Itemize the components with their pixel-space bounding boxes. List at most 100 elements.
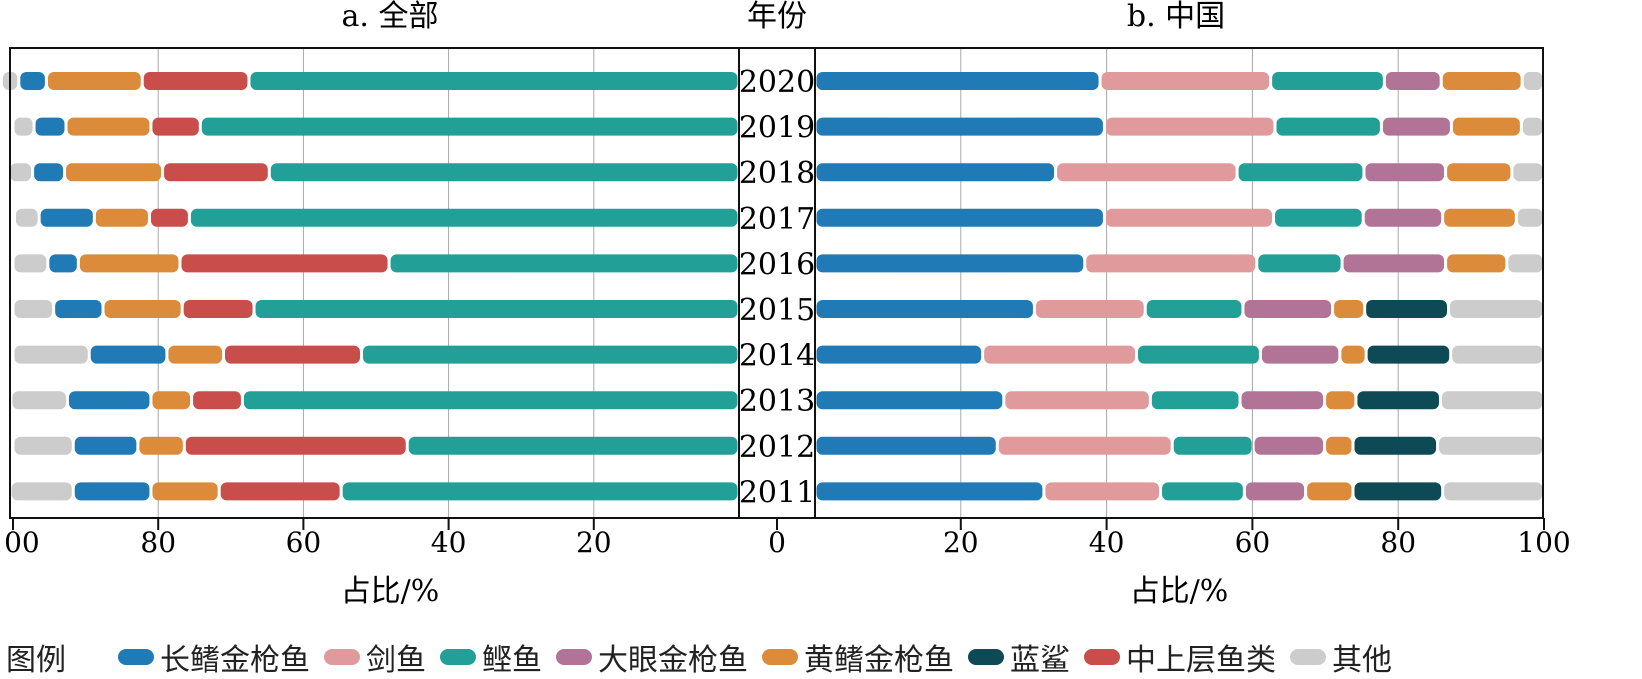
bar-segment-a-2017-e585b6e4bb96	[15, 208, 38, 227]
bar-segment-a-2012-e9bb84e9b38de98791e69eaae9b1bc	[139, 436, 183, 455]
bar-segment-b-2012-e9b2a3e9b1bc	[1173, 436, 1252, 455]
bar-segment-b-2020-e9b2a3e9b1bc	[1272, 72, 1383, 90]
bar-segment-a-2013-e9b2a3e9b1bc	[243, 391, 738, 410]
legend-item-e58991e9b1bc: 剑鱼	[324, 635, 426, 679]
bar-segment-b-2019-e585b6e4bb96	[1522, 117, 1543, 136]
year-label-2019: 2019	[739, 111, 815, 146]
bar-segment-a-2014-e995bfe9b38de98791e69eaae9b1bc	[90, 345, 166, 364]
bar-segment-b-2014-e58991e9b1bc	[984, 345, 1135, 364]
legend-swatch	[968, 649, 1004, 665]
bar-segment-b-2011-e585b6e4bb96	[1444, 482, 1543, 501]
bar-segment-a-2016-e4b8ade4b88ae5b182e9b1bce7b1bb	[181, 254, 388, 273]
bar-segment-b-2014-e995bfe9b38de98791e69eaae9b1bc	[816, 345, 982, 364]
bar-segment-a-2017-e9bb84e9b38de98791e69eaae9b1bc	[95, 208, 148, 227]
bar-segment-b-2019-e9b2a3e9b1bc	[1276, 117, 1380, 136]
bar-segment-a-2015-e995bfe9b38de98791e69eaae9b1bc	[55, 300, 102, 318]
legend-swatch	[440, 649, 476, 665]
bar-segment-a-2019-e9bb84e9b38de98791e69eaae9b1bc	[67, 117, 150, 136]
bar-segment-b-2012-e58991e9b1bc	[998, 436, 1171, 455]
bar-segment-a-2016-e995bfe9b38de98791e69eaae9b1bc	[49, 254, 77, 273]
bar-segment-b-2018-e995bfe9b38de98791e69eaae9b1bc	[816, 163, 1055, 182]
bar-segment-b-2020-e585b6e4bb96	[1523, 72, 1543, 90]
year-label-2011: 2011	[739, 475, 815, 510]
bar-segment-a-2017-e4b8ade4b88ae5b182e9b1bce7b1bb	[150, 208, 188, 227]
bar-segment-b-2016-e9b2a3e9b1bc	[1258, 254, 1341, 273]
panel-a-x-axis-label: 占比/%	[341, 574, 440, 609]
bar-segment-a-2018-e9bb84e9b38de98791e69eaae9b1bc	[66, 163, 162, 182]
bar-segment-b-2011-e5a4a7e79cbce98791e69eaae9b1bc	[1245, 482, 1305, 501]
year-label-2016: 2016	[739, 247, 815, 282]
year-label-2014: 2014	[739, 339, 815, 374]
bar-segment-a-2013-e9bb84e9b38de98791e69eaae9b1bc	[152, 391, 191, 410]
bar-segment-b-2016-e995bfe9b38de98791e69eaae9b1bc	[816, 254, 1084, 273]
bar-segment-a-2020-e4b8ade4b88ae5b182e9b1bce7b1bb	[143, 72, 248, 90]
bar-segment-a-2018-e9b2a3e9b1bc	[270, 163, 738, 182]
bar-segment-b-2015-e8939de9b2a8	[1366, 300, 1448, 318]
x-tick-label-b-20: 20	[943, 526, 979, 559]
bar-segment-a-2014-e9bb84e9b38de98791e69eaae9b1bc	[168, 345, 223, 364]
x-tick-label-b-40: 40	[1089, 526, 1125, 559]
bar-segment-a-2015-e9b2a3e9b1bc	[255, 300, 738, 318]
legend-swatch	[118, 649, 154, 665]
bar-segment-b-2015-e9b2a3e9b1bc	[1146, 300, 1242, 318]
bar-segment-b-2020-e5a4a7e79cbce98791e69eaae9b1bc	[1385, 72, 1440, 90]
bar-segment-b-2013-e995bfe9b38de98791e69eaae9b1bc	[816, 391, 1003, 410]
bar-segment-a-2017-e9b2a3e9b1bc	[190, 208, 738, 227]
bar-segment-b-2014-e9b2a3e9b1bc	[1137, 345, 1259, 364]
legend-label: 剑鱼	[366, 643, 426, 678]
year-label-2015: 2015	[739, 293, 815, 328]
bar-segment-b-2016-e9bb84e9b38de98791e69eaae9b1bc	[1447, 254, 1506, 273]
bar-segment-b-2016-e58991e9b1bc	[1086, 254, 1256, 273]
bar-segment-a-2015-e585b6e4bb96	[14, 300, 53, 318]
legend-label: 长鳍金枪鱼	[160, 643, 310, 678]
bar-segment-a-2018-e4b8ade4b88ae5b182e9b1bce7b1bb	[164, 163, 268, 182]
bar-segment-a-2012-e9b2a3e9b1bc	[408, 436, 738, 455]
bar-segment-a-2011-e585b6e4bb96	[11, 482, 72, 501]
year-label-2018: 2018	[739, 156, 815, 191]
legend-label: 大眼金枪鱼	[598, 643, 748, 678]
bar-segment-b-2015-e5a4a7e79cbce98791e69eaae9b1bc	[1244, 300, 1332, 318]
year-label-2020: 2020	[739, 65, 815, 100]
bar-segment-b-2018-e5a4a7e79cbce98791e69eaae9b1bc	[1365, 163, 1445, 182]
year-label-2017: 2017	[739, 202, 815, 237]
bar-segment-b-2014-e9bb84e9b38de98791e69eaae9b1bc	[1341, 345, 1365, 364]
bar-segment-b-2013-e5a4a7e79cbce98791e69eaae9b1bc	[1241, 391, 1324, 410]
bar-segment-a-2011-e995bfe9b38de98791e69eaae9b1bc	[74, 482, 150, 501]
legend-item-e9bb84e9b38de98791e69eaae9b1bc: 黄鳍金枪鱼	[762, 635, 954, 679]
bar-segment-b-2012-e585b6e4bb96	[1439, 436, 1543, 455]
bar-segment-b-2011-e58991e9b1bc	[1045, 482, 1160, 501]
bar-segment-b-2012-e8939de9b2a8	[1354, 436, 1437, 455]
legend-item-e8939de9b2a8: 蓝鲨	[968, 635, 1070, 679]
bar-segment-a-2017-e995bfe9b38de98791e69eaae9b1bc	[40, 208, 93, 227]
legend-label: 蓝鲨	[1010, 643, 1070, 678]
bar-segment-b-2015-e995bfe9b38de98791e69eaae9b1bc	[816, 300, 1033, 318]
bar-segment-a-2019-e995bfe9b38de98791e69eaae9b1bc	[35, 117, 65, 136]
legend-label: 其他	[1332, 643, 1392, 678]
legend-swatch	[556, 649, 592, 665]
bar-segment-b-2011-e9b2a3e9b1bc	[1162, 482, 1243, 501]
bar-segment-b-2019-e58991e9b1bc	[1105, 117, 1274, 136]
bar-segment-a-2012-e585b6e4bb96	[14, 436, 72, 455]
legend-label: 中上层鱼类	[1126, 643, 1276, 678]
bar-segment-b-2019-e5a4a7e79cbce98791e69eaae9b1bc	[1382, 117, 1450, 136]
bar-segment-a-2018-e585b6e4bb96	[10, 163, 32, 182]
bar-segment-a-2016-e9bb84e9b38de98791e69eaae9b1bc	[79, 254, 179, 273]
bar-segment-b-2019-e9bb84e9b38de98791e69eaae9b1bc	[1452, 117, 1520, 136]
panel-b-bars	[816, 72, 1543, 501]
bar-segment-b-2018-e585b6e4bb96	[1513, 163, 1543, 182]
bar-segment-a-2015-e4b8ade4b88ae5b182e9b1bce7b1bb	[183, 300, 253, 318]
bar-segment-b-2015-e9bb84e9b38de98791e69eaae9b1bc	[1334, 300, 1364, 318]
bar-segment-b-2020-e58991e9b1bc	[1101, 72, 1270, 90]
bar-segment-b-2013-e58991e9b1bc	[1005, 391, 1149, 410]
bar-segment-b-2015-e585b6e4bb96	[1450, 300, 1543, 318]
legend-title: 图例	[6, 643, 66, 678]
panel-a-x-ticks: 100 80 60 40 20	[0, 518, 612, 559]
bar-segment-a-2014-e9b2a3e9b1bc	[362, 345, 738, 364]
legend: 图例 长鳍金枪鱼 剑鱼 鲣鱼 大眼金枪鱼 黄鳍金枪鱼 蓝鲨 中上层鱼类 其他	[0, 640, 1406, 678]
year-axis-title: 年份	[747, 0, 807, 34]
bar-segment-b-2017-e995bfe9b38de98791e69eaae9b1bc	[816, 208, 1103, 227]
bar-segment-b-2011-e995bfe9b38de98791e69eaae9b1bc	[816, 482, 1043, 501]
bar-segment-a-2019-e9b2a3e9b1bc	[201, 117, 738, 136]
bar-segment-a-2014-e585b6e4bb96	[14, 345, 88, 364]
